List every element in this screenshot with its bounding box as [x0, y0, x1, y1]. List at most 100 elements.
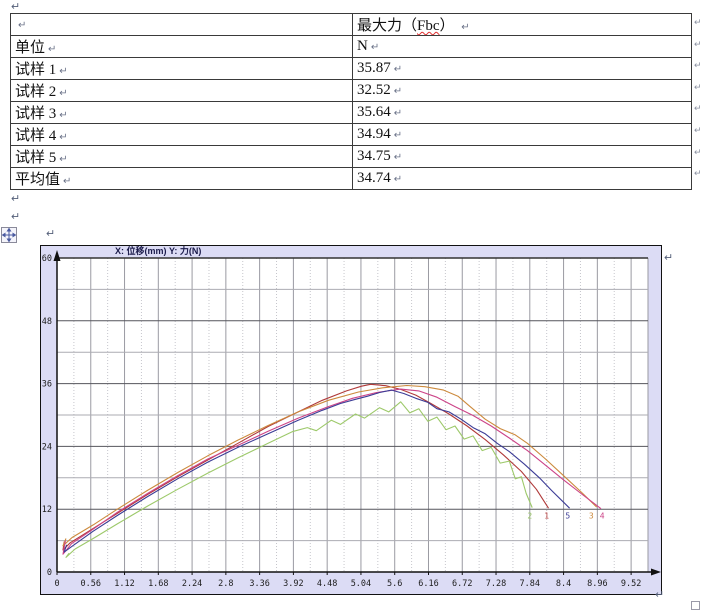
- end-of-cell-mark: ↵: [461, 22, 470, 33]
- series-line-2: [65, 401, 533, 558]
- table-row: 单位 ↵ N ↵: [10, 35, 692, 58]
- row-label-cell[interactable]: 试样 1 ↵: [10, 57, 353, 80]
- row-value: 最大力（Fbc）: [357, 18, 459, 34]
- x-tick-label: 7.28: [486, 579, 506, 589]
- table-row: 试样 2 ↵ 32.52 ↵: [10, 79, 692, 102]
- y-tick-label: 12: [42, 505, 52, 515]
- row-label-cell[interactable]: ↵: [10, 13, 353, 36]
- x-tick-label: 5.6: [387, 579, 402, 589]
- table-row: 试样 4 ↵ 34.94 ↵: [10, 123, 692, 146]
- x-tick-label: 0: [54, 579, 59, 589]
- row-value-cell[interactable]: 34.74 ↵: [352, 167, 692, 190]
- y-tick-label: 60: [42, 254, 52, 264]
- row-value-cell[interactable]: 34.94 ↵: [352, 123, 692, 146]
- x-tick-label: 5.04: [351, 579, 371, 589]
- object-resize-handle[interactable]: [691, 601, 700, 610]
- spellcheck-word: Fbc: [417, 18, 440, 34]
- table-row: 试样 3 ↵ 35.64 ↵: [10, 101, 692, 124]
- row-label: 平均值: [15, 172, 61, 188]
- end-of-cell-mark: ↵: [393, 108, 403, 119]
- x-tick-label: 3.36: [249, 579, 269, 589]
- object-move-handle-icon[interactable]: [1, 227, 17, 243]
- row-label-cell[interactable]: 试样 4 ↵: [10, 123, 353, 146]
- table-row: 试样 1 ↵ 35.87 ↵: [10, 57, 692, 80]
- row-value-cell[interactable]: 最大力（Fbc） ↵: [352, 13, 692, 36]
- end-of-cell-mark: ↵: [59, 154, 68, 165]
- row-value-cell[interactable]: 32.52 ↵: [352, 79, 692, 102]
- series-end-label-2: 2: [527, 512, 532, 521]
- row-value: 35.64: [357, 104, 391, 120]
- x-tick-label: 6.16: [418, 579, 438, 589]
- row-value-cell[interactable]: N ↵: [352, 35, 692, 58]
- series-line-5: [63, 389, 570, 553]
- end-of-row-mark: ↵: [694, 81, 702, 92]
- row-value: 34.75: [357, 148, 391, 164]
- row-value: 34.74: [357, 170, 391, 186]
- row-label: 试样 5: [15, 150, 57, 166]
- x-tick-label: 4.48: [317, 579, 337, 589]
- row-label: 试样 3: [15, 106, 57, 122]
- x-axis-arrow-icon: [651, 568, 661, 576]
- end-of-row-mark: ↵: [694, 103, 702, 114]
- row-label: 试样 1: [15, 62, 57, 78]
- y-tick-label: 36: [42, 380, 52, 390]
- x-tick-label: 1.68: [148, 579, 168, 589]
- series-line-3: [62, 384, 598, 547]
- end-of-cell-mark: ↵: [393, 174, 403, 185]
- row-value: 35.87: [357, 60, 391, 76]
- end-of-cell-mark: ↵: [393, 86, 403, 97]
- row-label-cell[interactable]: 试样 2 ↵: [10, 79, 353, 102]
- paragraph-mark: ↵: [655, 589, 665, 601]
- paragraph-mark: ↵: [11, 211, 21, 223]
- end-of-row-mark: ↵: [694, 38, 702, 49]
- end-of-cell-mark: ↵: [393, 130, 403, 141]
- paragraph-mark: ↵: [664, 252, 674, 264]
- row-label-cell[interactable]: 试样 5 ↵: [10, 145, 353, 168]
- table-row: 平均值 ↵ 34.74 ↵: [10, 167, 692, 190]
- end-of-cell-mark: ↵: [59, 88, 68, 99]
- end-of-cell-mark: ↵: [18, 20, 27, 31]
- chart-title: X: 位移(mm) Y: 力(N): [115, 245, 201, 256]
- row-value-cell[interactable]: 35.64 ↵: [352, 101, 692, 124]
- four-way-arrow-icon: [1, 227, 17, 243]
- x-tick-label: 2.8: [218, 579, 233, 589]
- row-label-cell[interactable]: 平均值 ↵: [10, 167, 353, 190]
- row-label-cell[interactable]: 试样 3 ↵: [10, 101, 353, 124]
- row-value: 32.52: [357, 82, 391, 98]
- table-row: 试样 5 ↵ 34.75 ↵: [10, 145, 692, 168]
- paragraph-mark: ↵: [11, 1, 21, 13]
- end-of-cell-mark: ↵: [370, 42, 380, 53]
- y-tick-label: 24: [42, 442, 52, 452]
- end-of-cell-mark: ↵: [59, 110, 68, 121]
- end-of-cell-mark: ↵: [63, 176, 72, 187]
- row-label-cell[interactable]: 单位 ↵: [10, 35, 353, 58]
- y-tick-label: 48: [42, 317, 52, 327]
- x-tick-label: 2.24: [182, 579, 202, 589]
- end-of-row-mark: ↵: [694, 125, 702, 135]
- end-of-cell-mark: ↵: [48, 44, 57, 55]
- paragraph-mark: ↵: [11, 193, 21, 205]
- series-end-label-3: 3: [589, 512, 594, 521]
- row-label: 单位: [15, 40, 46, 56]
- x-tick-label: 1.12: [114, 579, 134, 589]
- x-tick-label: 6.72: [452, 579, 472, 589]
- end-of-cell-mark: ↵: [59, 132, 68, 143]
- y-axis-arrow-icon: [53, 250, 61, 261]
- end-of-row-mark: ↵: [694, 17, 702, 27]
- x-tick-label: 7.84: [520, 579, 540, 589]
- force-displacement-chart: 0 0.56 1.12 1.68 2.24 2.8 3.36 3.92 4.48 5.04 5.6 6…: [40, 245, 662, 595]
- paragraph-mark: ↵: [46, 228, 56, 240]
- x-tick-label: 8.4: [556, 579, 571, 589]
- row-value-cell[interactable]: 34.75 ↵: [352, 145, 692, 168]
- chart-object[interactable]: 0 0.56 1.12 1.68 2.24 2.8 3.36 3.92 4.48 5.04 5.6 6…: [40, 245, 662, 595]
- end-of-cell-mark: ↵: [393, 152, 403, 163]
- end-of-row-mark: ↵: [694, 168, 702, 179]
- series-end-label-1: 1: [544, 512, 549, 521]
- row-value: 34.94: [357, 126, 391, 142]
- end-of-cell-mark: ↵: [393, 64, 403, 75]
- x-tick-label: 8.96: [587, 579, 607, 589]
- row-value-cell[interactable]: 35.87 ↵: [352, 57, 692, 80]
- end-of-row-mark: ↵: [694, 146, 702, 157]
- series-line-4: [62, 388, 602, 555]
